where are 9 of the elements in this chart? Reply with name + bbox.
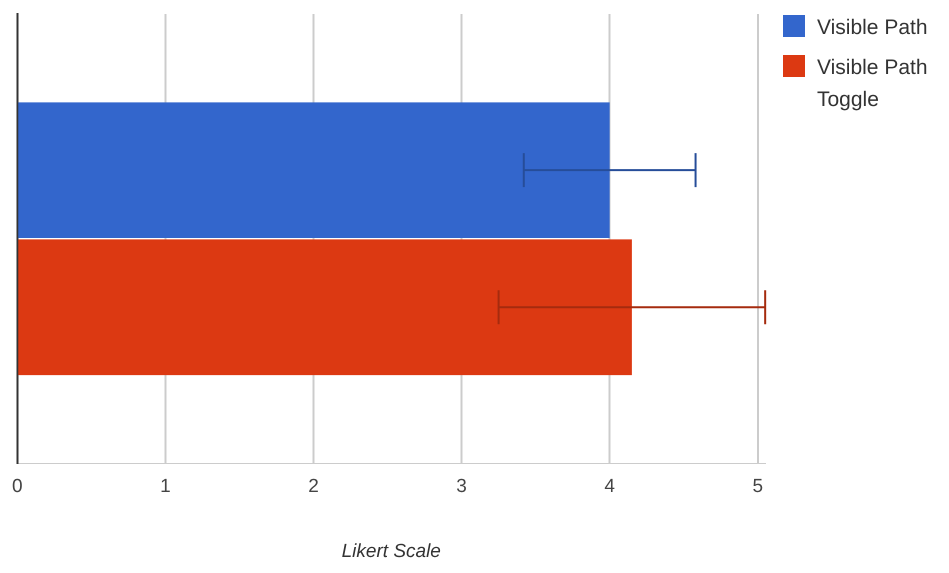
x-tick-label: 4 [604, 476, 616, 498]
x-tick-label: 0 [12, 476, 23, 498]
x-tick-label: 5 [752, 476, 764, 498]
legend-label: Visible Path Toggle [817, 55, 929, 113]
x-axis-title: Likert Scale [342, 540, 441, 562]
legend-label: Visible Path [817, 15, 929, 41]
x-tick-label: 3 [456, 476, 467, 498]
x-tick-label: 2 [308, 476, 319, 498]
x-tick-label: 1 [160, 476, 171, 498]
